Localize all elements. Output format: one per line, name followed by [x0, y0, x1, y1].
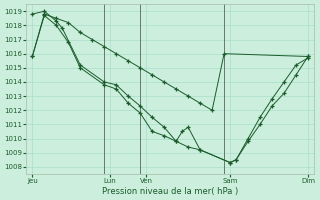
- X-axis label: Pression niveau de la mer( hPa ): Pression niveau de la mer( hPa ): [102, 187, 238, 196]
